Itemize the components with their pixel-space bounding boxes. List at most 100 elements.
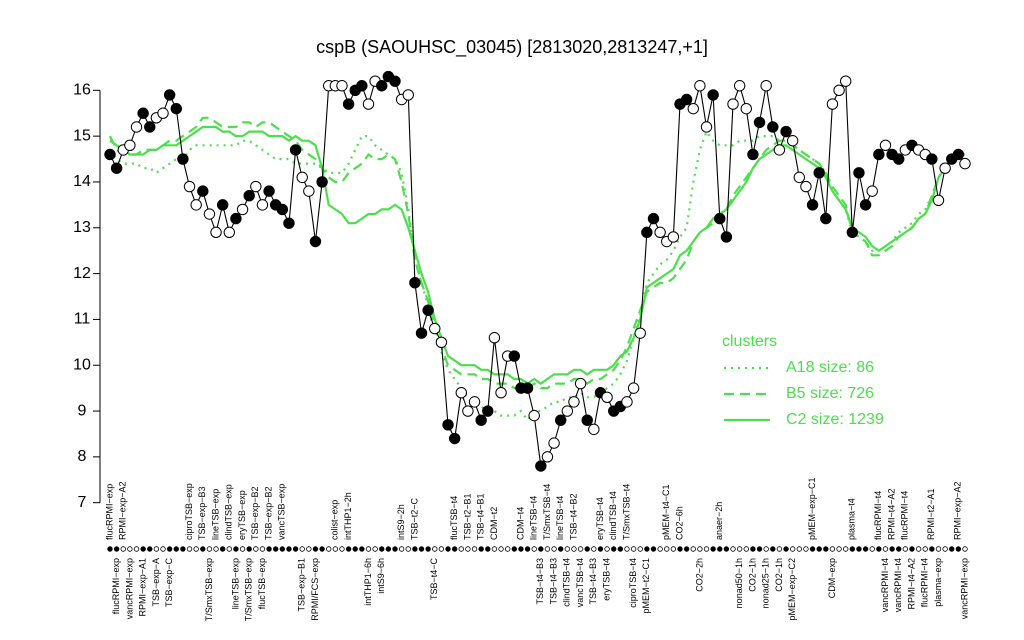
category-dot <box>471 546 478 552</box>
category-dot <box>697 546 703 552</box>
gene-point <box>110 162 123 174</box>
gene-point <box>846 226 859 239</box>
category-dot <box>339 546 345 552</box>
gene-point <box>230 212 242 225</box>
gene-point <box>833 84 845 97</box>
category-dot <box>836 546 842 552</box>
gene-point <box>806 199 819 211</box>
gene-point <box>714 212 726 225</box>
gene-point <box>495 387 507 399</box>
category-dot <box>279 546 286 552</box>
category-dot <box>922 546 928 552</box>
category-dot <box>239 546 246 552</box>
x-tick-label: eryTSB−t4 <box>601 558 611 601</box>
gene-point <box>435 336 448 349</box>
x-tick-label: clindTSB−exp <box>224 484 234 540</box>
category-dot <box>829 546 836 552</box>
legend-label: A18 size: 86 <box>786 359 874 376</box>
x-tick-label: clindTSB−t4 <box>608 491 618 540</box>
gene-point <box>866 185 878 197</box>
category-dot <box>557 546 564 552</box>
gene-point <box>747 148 759 161</box>
x-tick-label: CDM−t2 <box>489 507 499 540</box>
category-dot <box>312 546 319 552</box>
y-tick-label: 14 <box>73 173 91 190</box>
gene-point <box>316 176 328 188</box>
gene-point <box>720 231 733 243</box>
gene-point <box>647 212 660 225</box>
gene-point <box>415 327 428 339</box>
category-dot <box>876 546 882 552</box>
category-dot <box>783 546 789 552</box>
category-dot <box>538 546 544 552</box>
category-dot <box>478 546 484 552</box>
x-tick-label: flucRPMI−t4 <box>900 491 910 540</box>
category-dot <box>140 546 146 552</box>
category-dot <box>292 546 299 552</box>
category-dot <box>392 546 398 552</box>
gene-point <box>422 304 434 316</box>
category-dot <box>306 546 312 552</box>
cluster-line <box>109 129 965 423</box>
gene-point <box>873 148 885 161</box>
gene-point <box>654 226 666 239</box>
x-tick-label: RPMI/FCS−exp <box>310 558 320 621</box>
category-dot <box>856 546 862 552</box>
y-tick-label: 16 <box>73 82 91 99</box>
category-dot <box>213 546 219 552</box>
x-tick-label: ciproTSB−t4 <box>628 558 638 608</box>
gene-point <box>283 217 295 229</box>
x-tick-label: TSB−exp−C <box>164 558 174 608</box>
x-tick-label: TSB−exp−B1 <box>297 558 307 612</box>
x-tick-label: flucRPMI−t4 <box>920 558 930 607</box>
category-dot <box>935 546 942 552</box>
gene-point <box>879 139 892 152</box>
category-dot <box>842 546 849 552</box>
gene-point <box>130 121 143 133</box>
category-dot <box>849 546 856 552</box>
category-dot <box>372 546 378 552</box>
gene-point <box>959 157 971 170</box>
category-dot <box>650 546 657 552</box>
x-tick-label: vancRPMI−t4 <box>893 558 903 612</box>
category-dot <box>180 546 186 552</box>
legend-title: clusters <box>722 333 777 350</box>
x-tick-label: CDM−exp <box>827 558 837 598</box>
gene-point <box>409 277 421 289</box>
category-dot <box>677 546 683 552</box>
gene-point <box>700 121 713 133</box>
x-tick-label: plasma−exp <box>933 558 943 607</box>
category-dot <box>246 546 252 552</box>
category-dot <box>690 546 696 552</box>
category-dot <box>644 546 650 552</box>
gene-point <box>634 327 646 339</box>
gene-point <box>627 382 640 394</box>
x-tick-label: vancTSB−t4 <box>575 558 585 607</box>
gene-point <box>197 185 209 197</box>
category-dot <box>915 546 922 552</box>
x-tick-label: RPMI−exp−A2 <box>118 481 128 540</box>
x-tick-label: eryTSB−t4 <box>595 497 605 540</box>
gene-point <box>342 98 355 110</box>
category-dot <box>962 546 968 552</box>
gene-point <box>535 460 547 472</box>
gene-point <box>468 396 481 408</box>
x-tick-label: clindTSB−t4 <box>562 558 572 607</box>
category-dot <box>809 546 816 552</box>
category-dot <box>272 546 279 552</box>
x-tick-label: TSB−t2−B1 <box>462 493 472 540</box>
category-dot <box>942 546 948 552</box>
x-tick-label: flucRPMI−t4 <box>873 491 883 540</box>
category-dot <box>107 546 113 552</box>
category-dot <box>286 546 292 552</box>
x-tick-label: TSB−t4−B1 <box>476 493 486 540</box>
gene-point <box>581 414 593 426</box>
category-dot <box>862 546 869 552</box>
category-dot <box>736 546 743 552</box>
category-dot <box>379 546 385 552</box>
category-dot <box>531 546 537 552</box>
gene-point <box>641 226 653 239</box>
category-dot <box>120 546 126 552</box>
category-dot <box>147 546 153 552</box>
